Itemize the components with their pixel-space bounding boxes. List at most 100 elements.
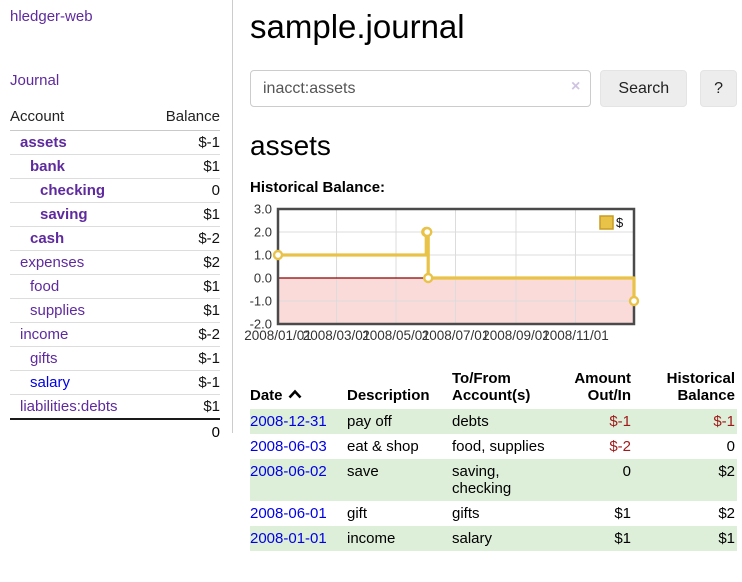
x-tick-label: 2008/05/01: [362, 328, 430, 343]
x-tick-label: 2008/03/01: [303, 328, 371, 343]
account-balance: $1: [149, 274, 220, 299]
y-tick-label: 1.0: [254, 248, 272, 263]
transaction-amount: $1: [614, 530, 631, 547]
accounts-total-value: 0: [149, 418, 220, 444]
transaction-description: gift: [347, 505, 368, 522]
register-header-date[interactable]: Date: [250, 368, 347, 409]
account-link-income[interactable]: income: [20, 326, 69, 343]
account-link-salary[interactable]: salary: [30, 374, 71, 391]
data-point-marker: [272, 249, 284, 261]
sort-chevron-up-icon: [288, 387, 302, 404]
account-balance: $-1: [149, 130, 220, 155]
account-heading: assets: [250, 130, 331, 161]
transaction-balance: $2: [718, 505, 735, 522]
legend-label: $: [616, 215, 624, 230]
account-row: assets $-1: [10, 130, 220, 155]
sidebar-item-journal[interactable]: Journal: [10, 72, 60, 89]
register-table-body: 2008-12-31 pay off debts $-1 $-1 2008-06-03 ea…: [250, 409, 737, 551]
account-link-gifts[interactable]: gifts: [30, 350, 58, 367]
register-header-accounts: To/From Account(s): [452, 370, 531, 404]
account-row: saving $1: [10, 202, 220, 227]
account-row: salary $-1: [10, 370, 220, 395]
clear-search-icon[interactable]: ×: [571, 78, 581, 95]
transaction-accounts: food, supplies: [452, 438, 545, 455]
accounts-header-balance: Balance: [149, 106, 220, 131]
account-row: checking 0: [10, 178, 220, 203]
account-link-bank[interactable]: bank: [30, 158, 66, 175]
account-row: expenses $2: [10, 250, 220, 275]
legend-swatch: [599, 215, 614, 230]
search-box: ×: [250, 70, 592, 107]
transaction-amount: $-1: [609, 413, 631, 430]
data-point-marker: [423, 272, 434, 284]
account-link-liabilities-debts[interactable]: liabilities:debts: [20, 398, 118, 415]
register-header-balance: Historical Balance: [666, 370, 735, 404]
transaction-date-link[interactable]: 2008-06-03: [250, 438, 327, 455]
y-tick-label: 2.0: [254, 225, 272, 240]
account-balance: $1: [149, 394, 220, 420]
account-row: cash $-2: [10, 226, 220, 251]
transaction-accounts: gifts: [452, 505, 480, 522]
account-row: supplies $1: [10, 298, 220, 323]
register-table: Date Description To/From Account(s) Amou…: [250, 368, 737, 551]
account-balance: $2: [149, 250, 220, 275]
account-link-cash[interactable]: cash: [30, 230, 65, 247]
y-tick-label: -1.0: [250, 294, 272, 309]
account-balance: $1: [149, 154, 220, 179]
account-row: income $-2: [10, 322, 220, 347]
transaction-date-link[interactable]: 2008-01-01: [250, 530, 327, 547]
help-button[interactable]: ?: [700, 70, 737, 107]
account-row: liabilities:debts $1: [10, 394, 220, 420]
transaction-balance: $-1: [713, 413, 735, 430]
data-point-marker: [628, 295, 640, 307]
transaction-amount: 0: [622, 463, 631, 480]
account-link-checking[interactable]: checking: [40, 182, 106, 199]
account-balance: $-2: [149, 226, 220, 251]
account-balance: $1: [149, 298, 220, 323]
transaction-description: eat & shop: [347, 438, 419, 455]
data-point-marker: [422, 226, 433, 238]
transaction-balance: $1: [718, 530, 735, 547]
accounts-header-account: Account: [10, 106, 150, 131]
main-content: sample.journal × Search ? assets Histori…: [244, 0, 737, 551]
accounts-total-row: 0: [10, 418, 220, 444]
account-balance: $1: [149, 202, 220, 227]
page-title: sample.journal: [250, 8, 465, 45]
register-row: 2008-06-01 gift gifts $1 $2: [250, 501, 737, 526]
account-link-food[interactable]: food: [30, 278, 60, 295]
historical-balance-chart: $3.0 2.0 1.0 0.0 -1.0 -2.0 2008/01/01 2008/03/0…: [244, 202, 737, 352]
transaction-date-link[interactable]: 2008-06-02: [250, 463, 327, 480]
account-link-supplies[interactable]: supplies: [30, 302, 86, 319]
account-balance: $-2: [149, 322, 220, 347]
x-tick-label: 2008/11/01: [542, 328, 609, 343]
register-row: 2008-06-02 save saving, checking 0 $2: [250, 459, 737, 501]
y-tick-label: 3.0: [254, 203, 272, 217]
account-balance: $-1: [149, 370, 220, 395]
y-tick-label: 0.0: [254, 271, 272, 286]
search-input[interactable]: [250, 70, 592, 107]
transaction-balance: 0: [726, 438, 735, 455]
transaction-description: save: [347, 463, 379, 480]
plot-border: [276, 207, 636, 326]
accounts-table: Account Balance assets $-1 bank $1 checking 0…: [10, 106, 220, 444]
chart-svg: $3.0 2.0 1.0 0.0 -1.0 -2.02008/01/012008/03/0…: [244, 202, 640, 343]
register-row: 2008-01-01 income salary $1 $1: [250, 526, 737, 551]
x-tick-label: 2008/07/01: [422, 328, 490, 343]
account-link-saving[interactable]: saving: [40, 206, 88, 223]
register-row: 2008-06-03 eat & shop food, supplies $-2 0: [250, 434, 737, 459]
transaction-date-link[interactable]: 2008-06-01: [250, 505, 327, 522]
x-tick-label: 2008/01/01: [244, 328, 312, 343]
register-header-description: Description: [347, 387, 430, 404]
y-tick-label: -2.0: [250, 317, 272, 332]
account-row: food $1: [10, 274, 220, 299]
transaction-date-link[interactable]: 2008-12-31: [250, 413, 327, 430]
app-brand-link[interactable]: hledger-web: [10, 8, 93, 25]
account-table-body: assets $-1 bank $1 checking 0 saving $1 cash $-2 e…: [10, 130, 220, 420]
transaction-accounts: saving, checking: [452, 463, 512, 497]
account-link-expenses[interactable]: expenses: [20, 254, 85, 271]
x-tick-label: 2008/09/01: [482, 328, 550, 343]
chart-label: Historical Balance:: [250, 179, 386, 196]
transaction-accounts: debts: [452, 413, 489, 430]
account-link-assets[interactable]: assets: [20, 134, 67, 151]
search-button[interactable]: Search: [600, 70, 688, 107]
